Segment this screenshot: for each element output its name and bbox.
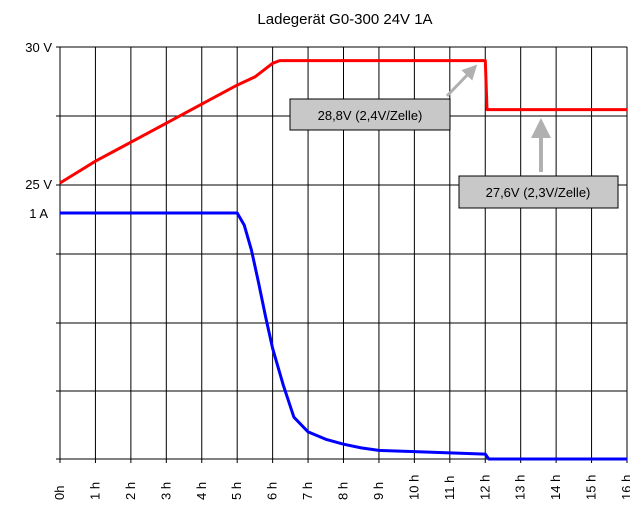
callout-box-1 [289, 98, 451, 131]
x-tick-label: 2 h [123, 482, 138, 500]
x-tick-label: 8 h [336, 482, 351, 500]
y-label-25v: 25 V [25, 177, 52, 192]
chart-title: Ladegerät G0-300 24V 1A [257, 11, 432, 28]
callouts: 28,8V (2,4V/Zelle) 27,6V (2,3V/Zelle) [289, 64, 619, 209]
series-line-current [60, 211, 627, 461]
x-tick-label: 9 h [371, 482, 386, 500]
x-tick-label: 12 h [477, 475, 492, 500]
y-label-30v: 30 V [25, 40, 52, 55]
x-tick-label: 10 h [406, 475, 421, 500]
x-tick-label: 5 h [229, 482, 244, 500]
x-tick-label: 6 h [265, 482, 280, 500]
series-group [59, 59, 627, 461]
x-tick-label: 7 h [300, 482, 315, 500]
x-tick-label: 4 h [194, 482, 209, 500]
x-tick-label: 14 h [548, 475, 563, 500]
x-tick-label: 3 h [158, 482, 173, 500]
y-label-1a: 1 A [29, 206, 48, 221]
x-tick-label: 15 h [584, 475, 599, 500]
callout-text-2: 27,6V (2,3V/Zelle) [486, 185, 591, 200]
callout-box-2 [458, 175, 619, 209]
x-tick-label: 1 h [87, 482, 102, 500]
callout-text-1: 28,8V (2,4V/Zelle) [318, 108, 423, 123]
x-tick-labels: 0h 1 h 2 h 3 h 4 h 5 h 6 h 7 h 8 h 9 h 10 h 11 h 12 … [52, 475, 630, 500]
x-tick-label: 13 h [513, 475, 528, 500]
x-tick-label: 16 h [619, 475, 630, 500]
series-line-voltage [59, 59, 627, 185]
x-tick-label: 0h [52, 486, 67, 500]
callout-arrow-1 [445, 64, 478, 98]
x-tick-label: 11 h [442, 476, 457, 500]
